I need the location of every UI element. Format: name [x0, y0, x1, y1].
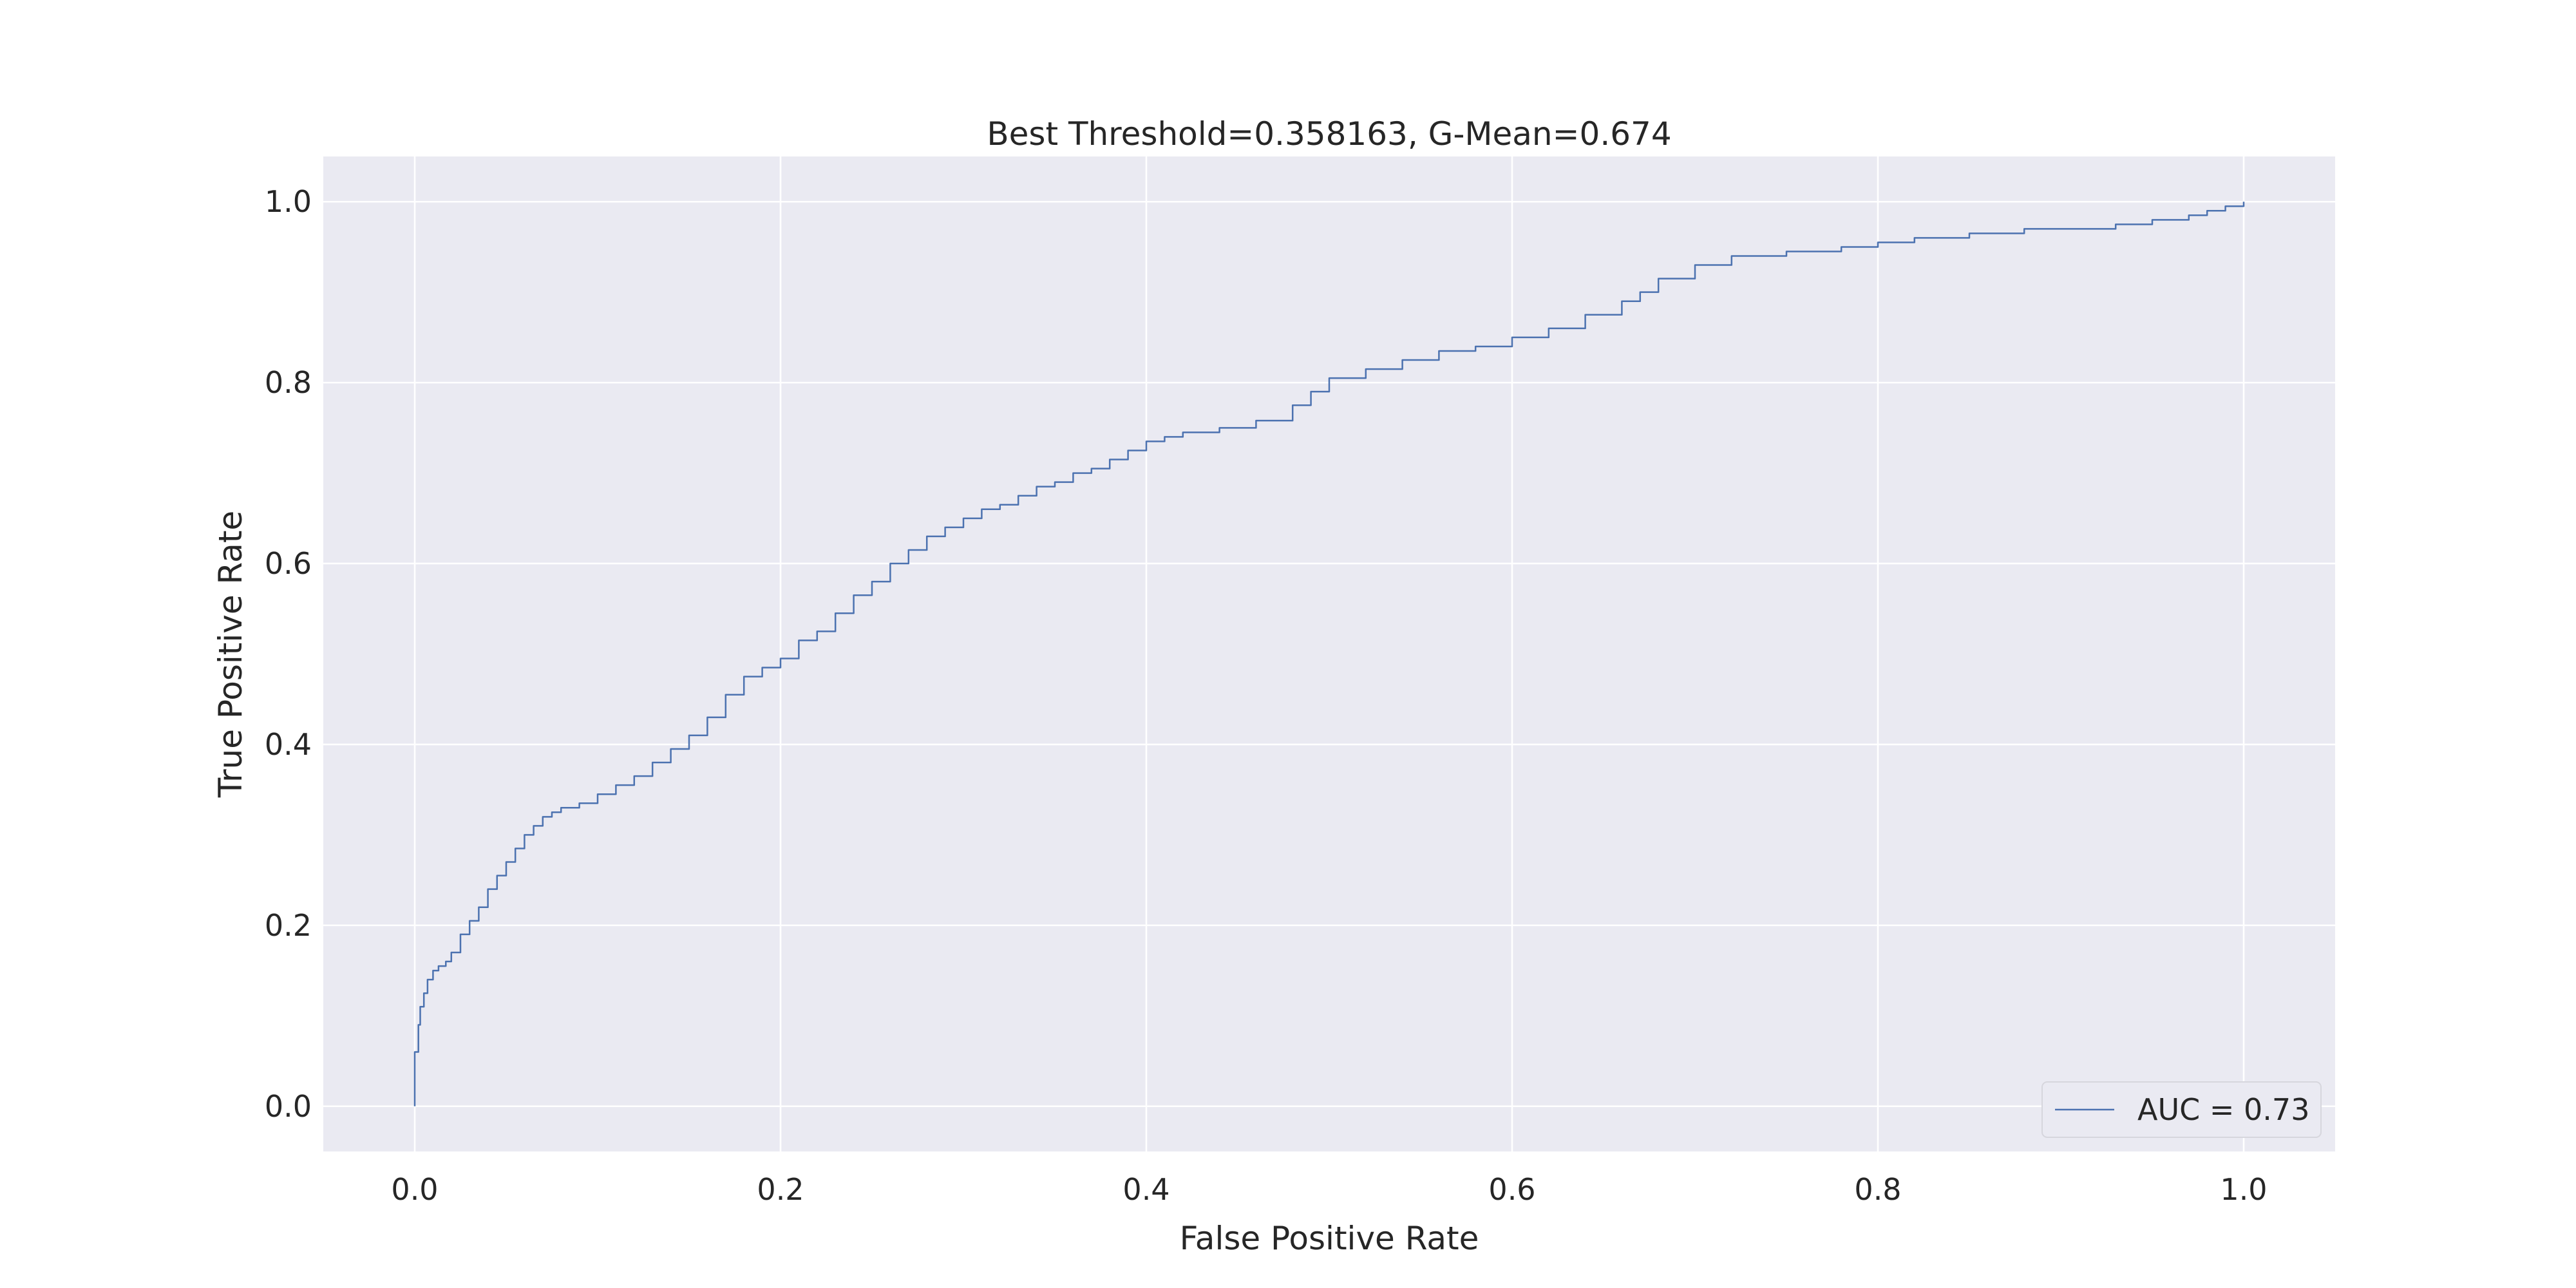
y-tick-label: 0.6 — [265, 546, 312, 581]
y-tick-label: 0.8 — [265, 365, 312, 400]
plot-background — [323, 156, 2335, 1151]
roc-curve-line — [413, 202, 2245, 1106]
y-tick-label: 0.0 — [265, 1089, 312, 1124]
x-tick-label: 0.6 — [1488, 1172, 1535, 1207]
x-tick-label: 0.4 — [1122, 1172, 1170, 1207]
x-tick-label: 0.2 — [757, 1172, 804, 1207]
legend: AUC = 0.73 — [2041, 1081, 2322, 1138]
x-tick-label: 1.0 — [2220, 1172, 2267, 1207]
legend-box — [2041, 1081, 2322, 1138]
legend-label: AUC = 0.73 — [2137, 1092, 2309, 1127]
y-tick-labels: 0.0 0.2 0.4 0.6 0.8 1.0 — [265, 184, 312, 1124]
x-tick-label: 0.0 — [391, 1172, 438, 1207]
x-tick-label: 0.8 — [1854, 1172, 1901, 1207]
x-tick-labels: 0.0 0.2 0.4 0.6 0.8 1.0 — [391, 1172, 2267, 1207]
y-axis-label: True Positive Rate — [212, 511, 249, 798]
x-axis-label: False Positive Rate — [1180, 1220, 1479, 1257]
gridlines — [323, 156, 2335, 1151]
y-tick-label: 0.2 — [265, 908, 312, 943]
series-layer — [413, 202, 2245, 1106]
chart-title: Best Threshold=0.358163, G-Mean=0.674 — [987, 115, 1671, 153]
y-tick-label: 1.0 — [265, 184, 312, 219]
y-tick-label: 0.4 — [265, 727, 312, 762]
